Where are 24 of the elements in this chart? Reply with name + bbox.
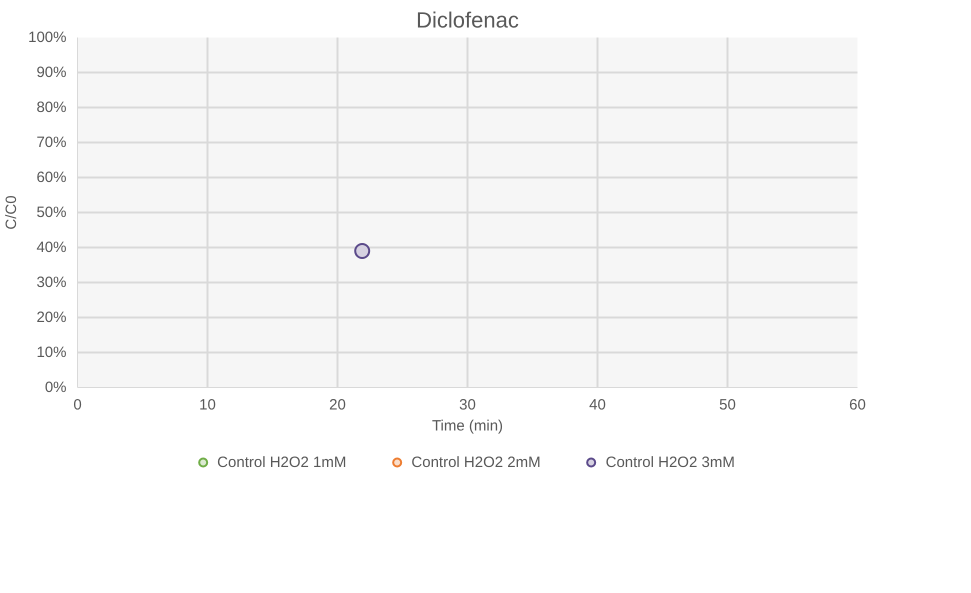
legend-label: Control H2O2 1mM (217, 454, 346, 470)
y-tick-label: 10% (36, 344, 67, 361)
y-tick-label: 20% (36, 309, 67, 326)
legend-label: Control H2O2 3mM (606, 454, 735, 470)
x-tick-label: 40 (589, 396, 606, 414)
x-tick-label: 20 (329, 396, 346, 414)
x-tick-label: 60 (849, 396, 866, 414)
y-tick-label: 50% (36, 204, 67, 221)
y-tick-label: 90% (36, 64, 67, 81)
x-axis-title: Time (min) (432, 418, 504, 434)
x-tick-label: 30 (459, 396, 476, 414)
x-tick-label: 0 (73, 396, 82, 414)
y-tick-label: 80% (36, 99, 67, 116)
y-tick-label: 60% (36, 169, 67, 186)
chart-title: Diclofenac (416, 8, 519, 32)
y-tick-label: 0% (44, 379, 67, 396)
y-tick-label: 70% (36, 134, 67, 151)
y-tick-label: 40% (36, 239, 67, 256)
legend-label: Control H2O2 2mM (411, 454, 541, 470)
y-tick-label: 30% (36, 274, 67, 291)
x-tick-label: 10 (199, 396, 216, 414)
x-tick-label: 50 (719, 396, 736, 414)
y-axis-title: C/C0 (3, 195, 20, 230)
y-tick-label: 100% (28, 29, 67, 46)
